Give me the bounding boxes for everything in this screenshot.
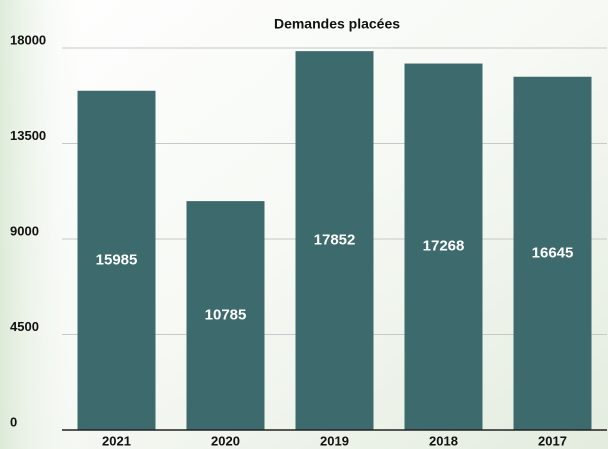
- x-tick-label: 2017: [538, 433, 567, 448]
- data-label: 10785: [205, 307, 247, 324]
- x-tick-label: 2018: [429, 433, 458, 448]
- y-tick-label: 18000: [10, 32, 46, 47]
- y-tick-label: 13500: [10, 128, 46, 143]
- bar: [295, 51, 374, 430]
- bar: [77, 90, 156, 430]
- x-tick-label: 2021: [102, 433, 131, 448]
- bar: [404, 63, 483, 430]
- x-tick-label: 2020: [211, 433, 240, 448]
- data-label: 17852: [314, 232, 356, 249]
- chart-title: Demandes placées: [274, 16, 400, 32]
- x-tick-label: 2019: [320, 433, 349, 448]
- bar: [513, 76, 592, 431]
- data-label: 17268: [423, 238, 465, 255]
- data-label: 15985: [96, 251, 138, 268]
- y-tick-label: 9000: [10, 223, 39, 238]
- data-label: 16645: [532, 244, 574, 261]
- y-tick-label: 0: [10, 414, 17, 429]
- y-tick-label: 4500: [10, 319, 39, 334]
- bar: [186, 201, 265, 430]
